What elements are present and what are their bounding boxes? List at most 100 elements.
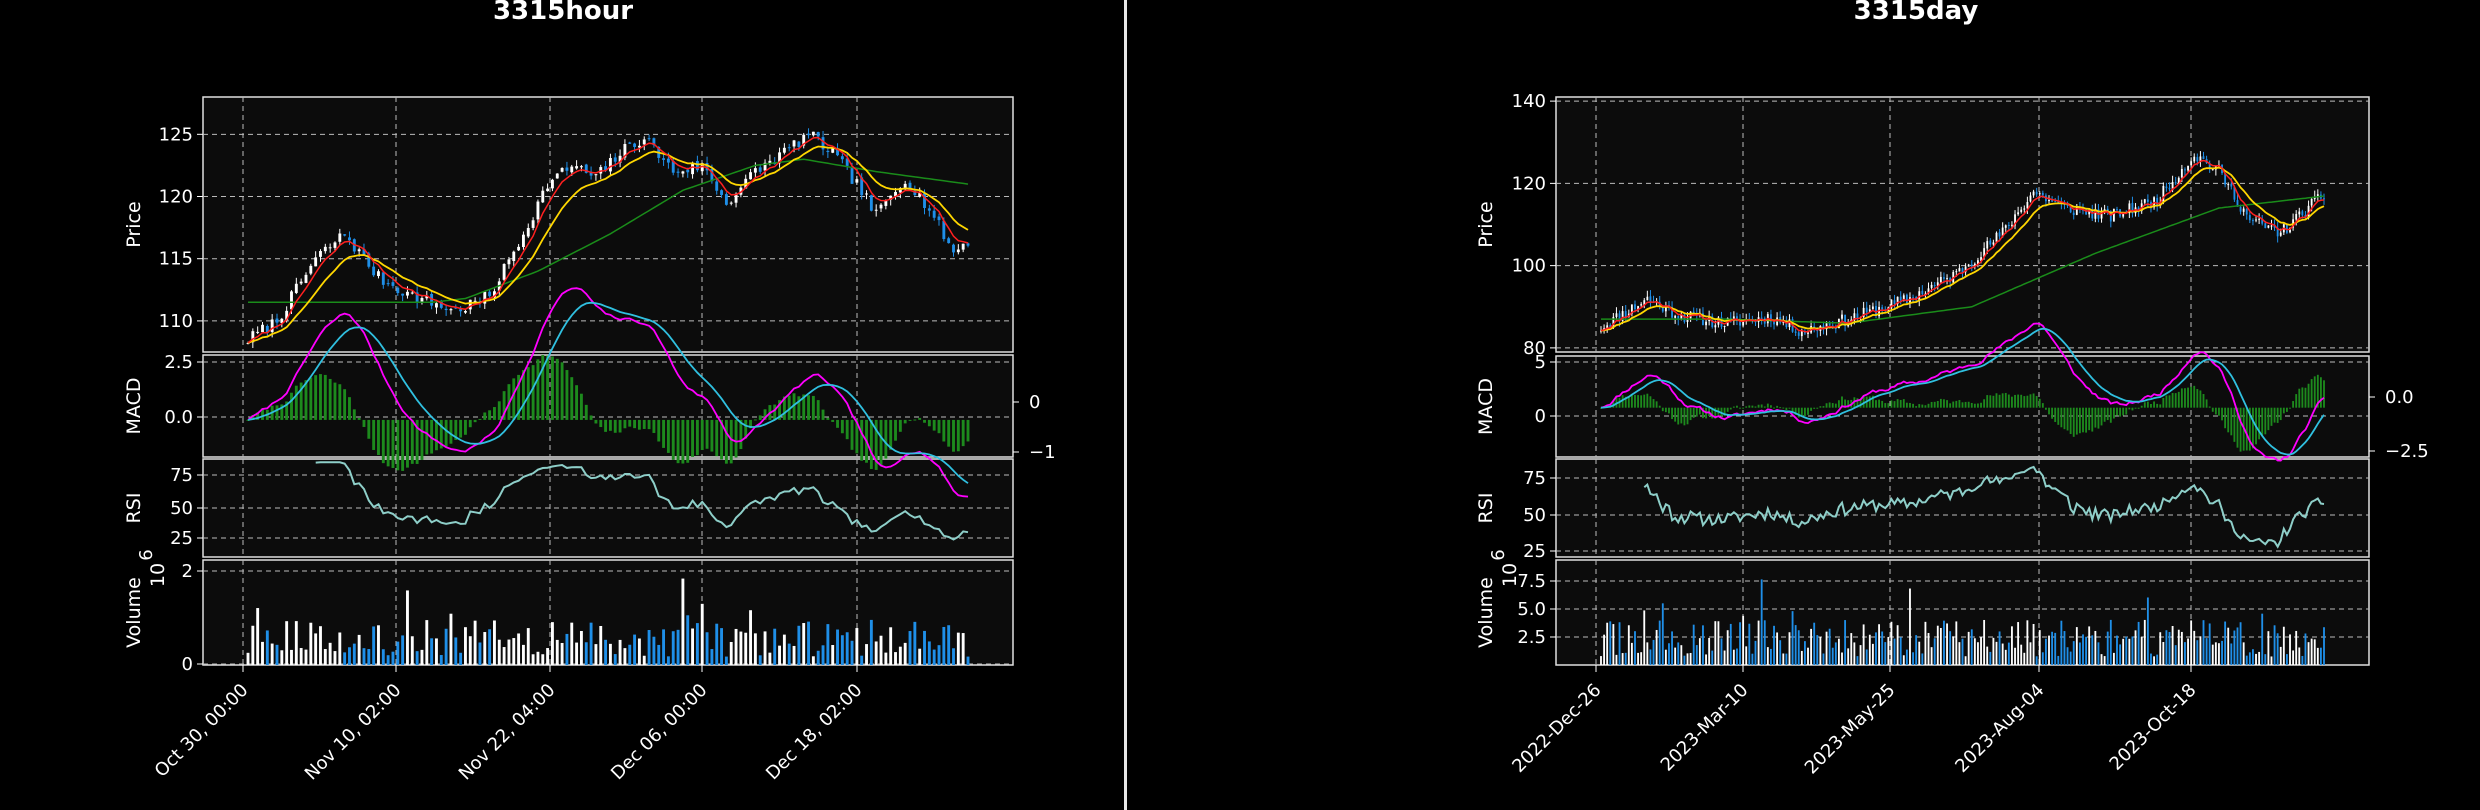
macd-hist-bar <box>2156 403 2159 408</box>
macd-hist-bar <box>1992 395 1995 408</box>
macd-hist-bar <box>695 419 699 456</box>
macd-hist-bar <box>1655 401 1658 408</box>
macd-hist-bar <box>1714 407 1717 419</box>
volume-bar <box>2255 653 2257 665</box>
candle-body <box>763 162 767 171</box>
macd-hist-bar <box>2304 387 2307 408</box>
volume-bar <box>778 645 781 665</box>
macd-hist-bar <box>1766 403 1769 408</box>
volume-bar <box>299 648 303 665</box>
candle-body <box>493 291 496 298</box>
macd-hist-bar <box>623 419 627 429</box>
candle-body <box>826 150 830 153</box>
candle-body <box>1630 304 1633 314</box>
candle-body <box>2286 224 2288 233</box>
candle-body <box>348 237 351 241</box>
macd-hist-bar <box>2248 407 2251 451</box>
macd-hist-bar <box>2041 403 2044 408</box>
volume-bar <box>1689 652 1692 665</box>
macd-hist-bar <box>2153 401 2155 408</box>
volume-bar <box>2109 619 2112 665</box>
candle-body <box>2007 224 2010 226</box>
candle-body <box>1967 264 1970 267</box>
macd-hist-bar <box>1961 402 1964 408</box>
candle-body <box>1878 306 1880 317</box>
volume-bar <box>1930 647 1933 665</box>
volume-bar <box>923 630 926 665</box>
macd-hist-bar <box>2221 407 2223 421</box>
candle-body <box>942 220 946 240</box>
macd-hist-bar <box>1770 405 1772 408</box>
candle-body <box>430 293 434 306</box>
volume-bar <box>753 633 757 665</box>
macd-hist-bar <box>691 419 695 457</box>
panel-axis-label: Volume <box>123 577 145 648</box>
panel-axis-label: Price <box>1475 201 1497 247</box>
candle-body <box>1875 305 1877 316</box>
candle-body <box>2289 227 2291 233</box>
candle-body <box>2270 225 2273 227</box>
macd-hist-bar <box>2078 407 2081 434</box>
volume-bar <box>676 629 680 665</box>
candle-body <box>647 138 651 140</box>
macd-hist-bar <box>2094 407 2097 428</box>
candle-body <box>2242 208 2245 212</box>
candle-body <box>2032 191 2035 196</box>
candle-body <box>2168 187 2171 190</box>
macd-hist-bar <box>2316 374 2319 408</box>
volume-bar <box>1760 579 1763 665</box>
macd-hist-bar <box>1800 407 1803 417</box>
candle-body <box>517 246 521 251</box>
macd-hist-bar <box>1967 401 1970 408</box>
candle-body <box>536 201 540 220</box>
macd-hist-bar <box>1825 403 1828 408</box>
volume-bar <box>328 642 332 665</box>
volume-bar <box>1887 636 1890 665</box>
macd-hist-bar <box>579 393 583 420</box>
candle-body <box>1739 319 1741 326</box>
macd-hist-bar <box>2032 393 2035 408</box>
candle-body <box>2072 212 2075 215</box>
candle-body <box>454 307 458 309</box>
volume-bar <box>1955 621 1958 665</box>
candle-body <box>637 145 641 148</box>
volume-bar <box>2276 633 2279 665</box>
volume-bar <box>681 578 685 665</box>
macd-hist-bar <box>1970 402 1973 408</box>
candle-body <box>1615 313 1618 317</box>
volume-bar <box>251 625 255 665</box>
volume-bar <box>2054 632 2057 665</box>
macd-hist-bar <box>1757 404 1760 408</box>
macd-hist-bar <box>1600 407 1602 409</box>
macd-hist-bar <box>1668 407 1670 414</box>
candle-body <box>2233 187 2236 200</box>
candle-body <box>2224 173 2227 185</box>
volume-bar <box>2261 613 2264 665</box>
macd-hist-bar <box>2069 407 2072 435</box>
macd-hist-bar <box>1630 393 1633 408</box>
volume-bar <box>1800 650 1803 665</box>
volume-bar <box>2075 627 2078 665</box>
volume-bar <box>1859 645 1862 665</box>
macd-hist-bar <box>256 412 260 420</box>
macd-hist-bar <box>464 419 467 435</box>
volume-bar <box>2125 636 2128 665</box>
volume-bar <box>2057 655 2060 665</box>
volume-bar <box>2045 638 2047 665</box>
candle-body <box>802 134 806 146</box>
macd-hist-bar <box>2165 395 2168 408</box>
x-tick-label: Dec 06, 00:00 <box>607 680 711 784</box>
candle-body <box>1618 313 1621 322</box>
macd-hist-bar <box>449 419 453 444</box>
volume-bar <box>352 643 356 665</box>
volume-bar <box>314 633 318 665</box>
rsi-tick-label: 75 <box>1523 468 1546 489</box>
volume-bar <box>961 633 965 665</box>
volume-bar <box>879 635 883 665</box>
candle-body <box>913 190 917 195</box>
volume-bar <box>1989 651 1992 665</box>
candle-body <box>2248 215 2251 221</box>
panel-axis-label: MACD <box>123 378 145 435</box>
macd-hist-bar <box>2082 407 2084 433</box>
volume-bar <box>1637 652 1639 665</box>
